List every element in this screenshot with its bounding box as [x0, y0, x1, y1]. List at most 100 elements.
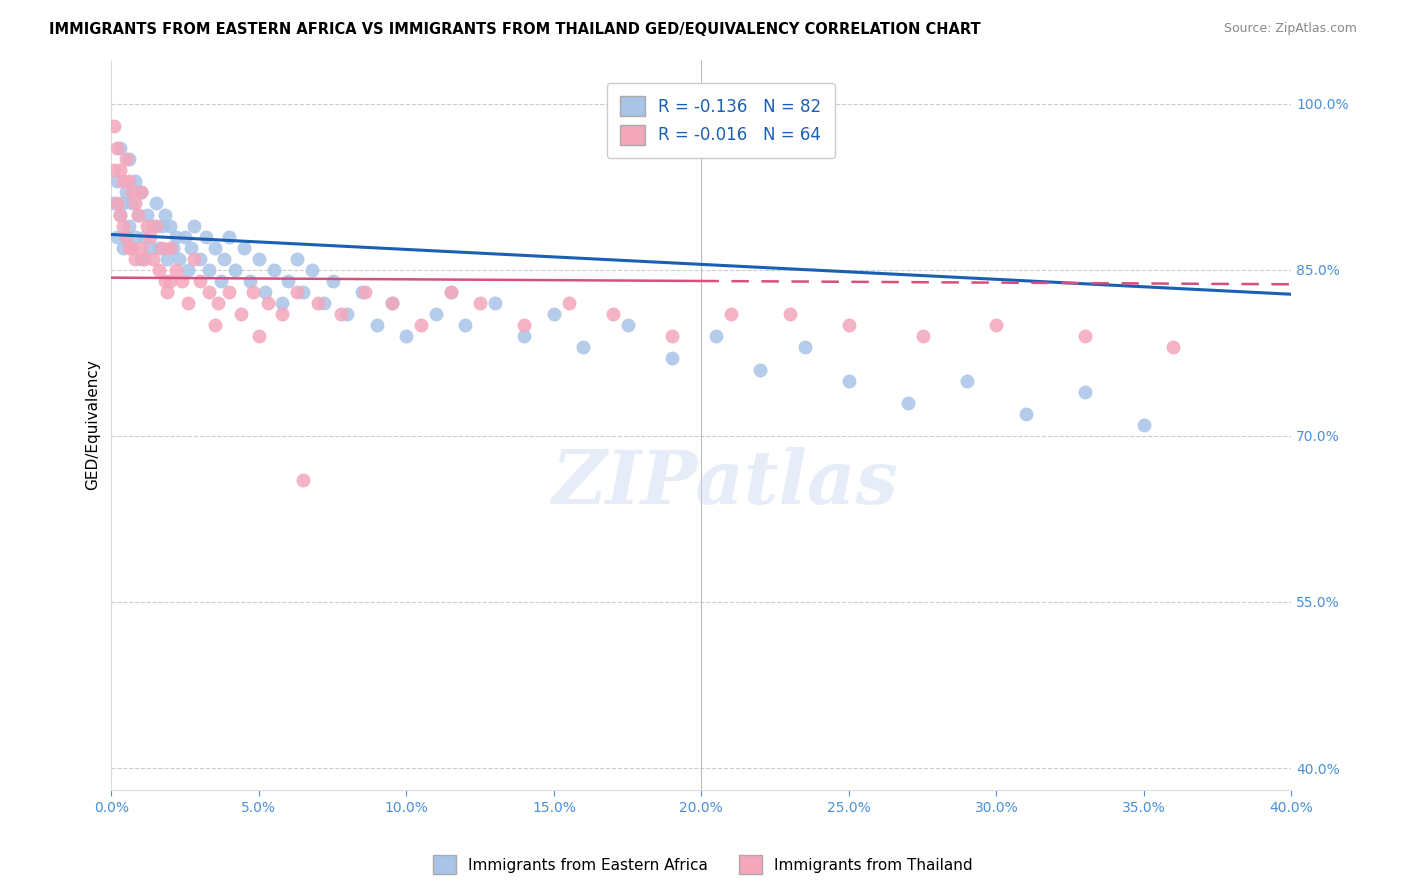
Point — [484, 296, 506, 310]
Point — [129, 186, 152, 200]
Point — [194, 229, 217, 244]
Point — [145, 196, 167, 211]
Point — [239, 274, 262, 288]
Point — [188, 252, 211, 266]
Point — [115, 229, 138, 244]
Point — [105, 174, 128, 188]
Point — [602, 307, 624, 321]
Point — [145, 219, 167, 233]
Point — [218, 285, 240, 299]
Point — [127, 208, 149, 222]
Point — [292, 473, 315, 487]
Point — [197, 263, 219, 277]
Point — [110, 163, 132, 178]
Point — [183, 219, 205, 233]
Point — [197, 285, 219, 299]
Point — [159, 241, 181, 255]
Point — [162, 241, 184, 255]
Point — [277, 274, 299, 288]
Text: IMMIGRANTS FROM EASTERN AFRICA VS IMMIGRANTS FROM THAILAND GED/EQUIVALENCY CORRE: IMMIGRANTS FROM EASTERN AFRICA VS IMMIGR… — [49, 22, 981, 37]
Point — [165, 229, 187, 244]
Point — [1163, 340, 1185, 354]
Point — [165, 263, 187, 277]
Point — [271, 296, 294, 310]
Point — [312, 296, 335, 310]
Point — [118, 152, 141, 166]
Point — [118, 174, 141, 188]
Point — [242, 285, 264, 299]
Point — [352, 285, 374, 299]
Point — [118, 219, 141, 233]
Point — [897, 395, 920, 409]
Point — [129, 241, 152, 255]
Point — [307, 296, 329, 310]
Point — [793, 340, 815, 354]
Point — [247, 252, 270, 266]
Point — [174, 229, 197, 244]
Point — [425, 307, 447, 321]
Point — [366, 318, 388, 333]
Point — [142, 219, 165, 233]
Point — [188, 274, 211, 288]
Point — [135, 208, 157, 222]
Point — [129, 186, 152, 200]
Point — [381, 296, 404, 310]
Point — [110, 208, 132, 222]
Point — [112, 174, 135, 188]
Point — [543, 307, 565, 321]
Point — [172, 274, 194, 288]
Point — [153, 208, 176, 222]
Point — [330, 307, 353, 321]
Point — [112, 241, 135, 255]
Point — [105, 141, 128, 155]
Point — [513, 329, 536, 343]
Point — [103, 119, 125, 133]
Point — [124, 196, 146, 211]
Point — [142, 252, 165, 266]
Point — [150, 241, 173, 255]
Point — [127, 208, 149, 222]
Point — [661, 351, 683, 366]
Point — [118, 241, 141, 255]
Point — [159, 219, 181, 233]
Point — [121, 196, 143, 211]
Point — [381, 296, 404, 310]
Point — [132, 252, 155, 266]
Point — [110, 141, 132, 155]
Point — [183, 252, 205, 266]
Point — [207, 296, 229, 310]
Point — [103, 196, 125, 211]
Point — [129, 252, 152, 266]
Point — [1074, 384, 1097, 399]
Point — [103, 163, 125, 178]
Point — [204, 318, 226, 333]
Point — [209, 274, 232, 288]
Legend: Immigrants from Eastern Africa, Immigrants from Thailand: Immigrants from Eastern Africa, Immigran… — [427, 849, 979, 880]
Point — [292, 285, 315, 299]
Point — [121, 186, 143, 200]
Legend: R = -0.136   N = 82, R = -0.016   N = 64: R = -0.136 N = 82, R = -0.016 N = 64 — [606, 83, 835, 158]
Point — [139, 229, 162, 244]
Point — [616, 318, 638, 333]
Point — [156, 252, 179, 266]
Point — [218, 229, 240, 244]
Point — [263, 263, 285, 277]
Point — [121, 241, 143, 255]
Point — [440, 285, 463, 299]
Point — [661, 329, 683, 343]
Point — [132, 229, 155, 244]
Point — [704, 329, 727, 343]
Point — [121, 241, 143, 255]
Point — [779, 307, 801, 321]
Point — [124, 174, 146, 188]
Point — [156, 285, 179, 299]
Point — [411, 318, 433, 333]
Point — [112, 196, 135, 211]
Point — [233, 241, 256, 255]
Point — [253, 285, 276, 299]
Point — [301, 263, 323, 277]
Point — [557, 296, 579, 310]
Point — [115, 186, 138, 200]
Point — [177, 296, 200, 310]
Point — [159, 274, 181, 288]
